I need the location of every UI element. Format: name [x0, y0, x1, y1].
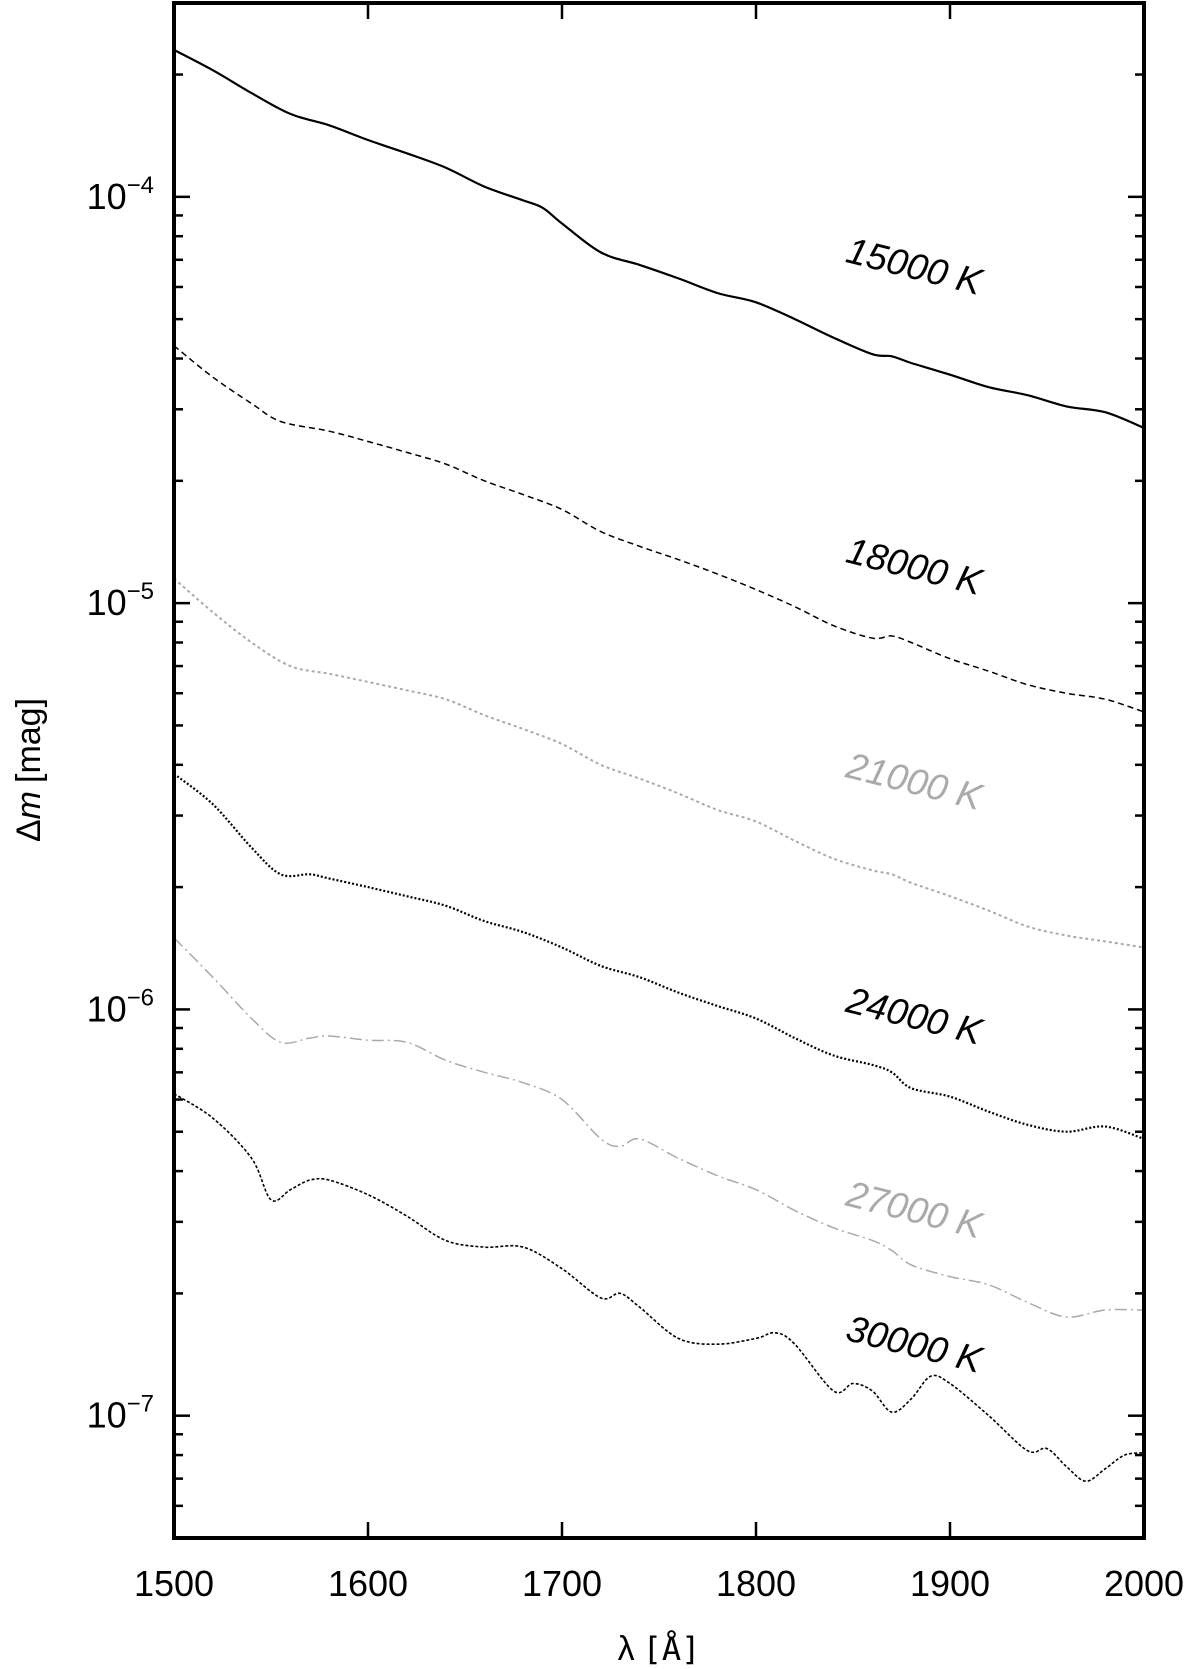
series-line-15000-k [173, 48, 1145, 429]
y-tick-label: 10−5 [87, 578, 154, 623]
curve-label: 30000 K [842, 1308, 988, 1382]
x-tick-label: 1600 [328, 1563, 408, 1604]
x-tick-label: 1500 [134, 1563, 214, 1604]
y-axis-title: Δm[mag] [10, 698, 48, 842]
plot-frame [172, 1, 1146, 1540]
x-tick-label: 2000 [1104, 1563, 1184, 1604]
x-tick-label: 1800 [716, 1563, 796, 1604]
curve-label: 15000 K [842, 230, 988, 304]
curve-labels: 15000 K 18000 K 21000 K 24000 K 27000 K 30000… [841, 230, 988, 1382]
y-tick-labels: 10−4 10−5 10−6 10−7 [87, 172, 154, 1436]
series-line-18000-k [173, 345, 1145, 713]
curve-label: 27000 K [841, 1173, 988, 1247]
series-lines [173, 48, 1145, 1482]
curve-label: 24000 K [841, 979, 988, 1053]
y-tick-label: 10−7 [87, 1391, 154, 1436]
series-line-21000-k [173, 577, 1145, 949]
x-tick-label: 1700 [522, 1563, 602, 1604]
axis-ticks [172, 3, 1146, 1540]
series-line-30000-k [173, 1093, 1145, 1482]
series-line-24000-k [173, 773, 1145, 1140]
y-tick-label: 10−6 [87, 984, 154, 1029]
curve-label: 18000 K [842, 530, 988, 604]
series-line-27000-k [173, 937, 1145, 1318]
x-tick-label: 1900 [910, 1563, 990, 1604]
x-axis-title: λ [Å] [618, 1630, 701, 1668]
curve-label: 21000 K [841, 745, 988, 819]
y-tick-label: 10−4 [87, 172, 154, 217]
x-tick-labels: 1500 1600 1700 1800 1900 2000 [134, 1563, 1184, 1604]
